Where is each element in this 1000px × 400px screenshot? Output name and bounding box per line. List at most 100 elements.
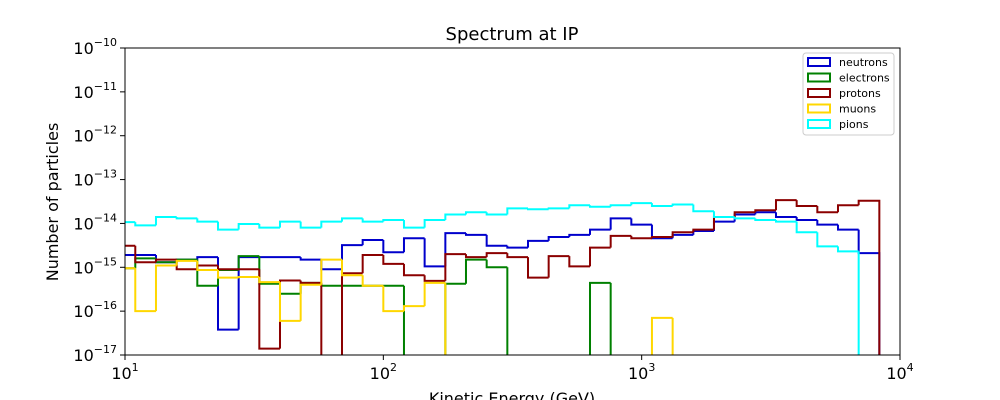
- histogram-step: [278, 283, 301, 295]
- histogram-step: [671, 233, 694, 239]
- histogram-step: [506, 207, 529, 215]
- histogram-step: [196, 218, 219, 223]
- y-tick-label: 10−11: [73, 80, 117, 102]
- histogram-step: [816, 232, 838, 248]
- histogram-step: [278, 220, 301, 228]
- histogram-step: [217, 257, 239, 331]
- histogram-step: [423, 238, 446, 268]
- histogram-step: [444, 253, 466, 281]
- histogram-step: [692, 204, 714, 213]
- histogram-step: [464, 211, 487, 215]
- histogram-step: [527, 257, 549, 279]
- x-tick-label-base: 10: [111, 364, 131, 383]
- histogram-step: [589, 228, 611, 235]
- histogram-step: [382, 239, 404, 254]
- histogram-step: [361, 275, 384, 287]
- histogram-step: [340, 244, 363, 270]
- x-tick-label-base: 10: [886, 364, 906, 383]
- y-tick-label-base: 10: [73, 39, 93, 58]
- histogram-step: [836, 246, 859, 253]
- histogram-step: [816, 205, 838, 214]
- histogram-step: [630, 218, 652, 226]
- legend-label: pions: [839, 118, 869, 131]
- histogram-step: [630, 235, 652, 240]
- histogram-step: [175, 217, 198, 220]
- histogram-step: [816, 219, 838, 226]
- y-tick-label: 10−17: [73, 343, 117, 365]
- y-tick-label-base: 10: [73, 214, 93, 233]
- y-tick-label-base: 10: [73, 171, 93, 190]
- y-tick-label-exponent: −16: [94, 299, 117, 312]
- histogram-step: [506, 253, 529, 259]
- histogram-step: [154, 264, 177, 312]
- histogram-step: [609, 282, 612, 355]
- histogram-step: [464, 233, 487, 236]
- histogram-step: [671, 317, 674, 355]
- histogram-step: [196, 264, 219, 270]
- histogram-step: [527, 208, 549, 211]
- legend-label: electrons: [839, 72, 890, 85]
- histogram-step: [464, 254, 487, 259]
- histogram-step: [795, 200, 818, 207]
- legend-swatch: [807, 72, 831, 83]
- histogram-step: [692, 230, 714, 235]
- histogram-step: [836, 204, 859, 213]
- y-tick-label: 10−10: [73, 36, 117, 58]
- legend-swatch: [807, 57, 831, 67]
- histogram-step: [258, 269, 280, 350]
- y-tick-label: 10−12: [73, 124, 117, 146]
- y-tick-label: 10−16: [73, 299, 117, 321]
- x-tick-label-exponent: 3: [648, 361, 655, 374]
- histogram-step: [444, 232, 466, 267]
- legend-swatch: [807, 119, 831, 129]
- legend-label: muons: [839, 103, 876, 116]
- y-tick-label-base: 10: [73, 346, 93, 365]
- histogram-step: [857, 199, 881, 355]
- histogram-step: [547, 236, 570, 241]
- histogram-step: [320, 259, 342, 271]
- histogram-step: [217, 221, 239, 231]
- y-tick-label: 10−13: [73, 168, 117, 190]
- histogram-step: [196, 260, 219, 271]
- histogram-step: [340, 217, 363, 222]
- histogram-step: [361, 254, 384, 274]
- histogram-step: [589, 205, 611, 208]
- histogram-step: [125, 254, 136, 257]
- histogram-step: [320, 258, 342, 285]
- histogram-step: [237, 223, 260, 230]
- histogram-step: [464, 258, 487, 284]
- y-tick-label-exponent: −14: [94, 211, 117, 224]
- plot-area: [125, 199, 881, 355]
- y-axis-label: Number of particles: [43, 123, 62, 282]
- histogram-step: [361, 218, 384, 223]
- histogram-step: [340, 259, 363, 277]
- y-tick-label-exponent: −12: [94, 124, 117, 137]
- histogram-step: [444, 213, 466, 220]
- histogram-step: [754, 211, 776, 215]
- histogram-step: [402, 219, 425, 229]
- histogram-step: [361, 238, 384, 246]
- histogram-step: [299, 221, 322, 229]
- histogram-step: [258, 224, 280, 229]
- histogram-step: [836, 224, 859, 231]
- legend: neutrons electrons protons muons pions: [802, 52, 895, 136]
- histogram-step: [154, 258, 177, 263]
- chart-title: Spectrum at IP: [446, 24, 579, 45]
- histogram-step: [320, 282, 342, 287]
- histogram-step: [320, 282, 323, 355]
- legend-label: neutrons: [839, 56, 888, 69]
- histogram-step: [402, 237, 425, 253]
- histogram-step: [650, 316, 673, 355]
- histogram-step: [196, 256, 219, 260]
- histogram-step: [795, 221, 818, 234]
- histogram-step: [733, 217, 756, 220]
- histogram-step: [485, 234, 508, 247]
- histogram-step: [423, 275, 446, 282]
- histogram-step: [506, 267, 509, 355]
- histogram-step: [154, 216, 177, 226]
- histogram-step: [237, 256, 260, 330]
- y-tick-label-base: 10: [73, 302, 93, 321]
- histogram-step: [423, 218, 446, 228]
- histogram-step: [733, 211, 756, 218]
- y-tick-label-exponent: −10: [94, 36, 117, 49]
